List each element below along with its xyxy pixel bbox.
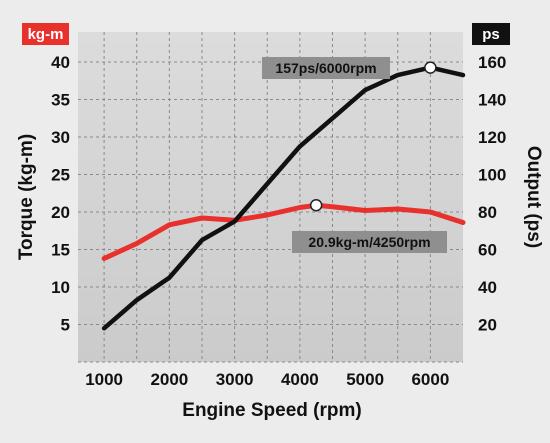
left-tick-labels: 5 10 15 20 25 30 35 40 xyxy=(51,53,70,335)
unit-label-left: kg-m xyxy=(28,26,64,43)
output-line xyxy=(101,65,466,331)
x-tick-label: 1000 xyxy=(85,370,123,389)
unit-label-right: ps xyxy=(482,26,500,43)
torque-line xyxy=(101,202,466,261)
right-tick-label: 120 xyxy=(478,128,506,147)
torque-annotation-box xyxy=(292,231,447,253)
x-tick-label: 5000 xyxy=(346,370,384,389)
left-tick-label: 5 xyxy=(61,316,70,335)
x-axis-title: Engine Speed (rpm) xyxy=(182,400,361,421)
output-annotation-label: 157ps/6000rpm xyxy=(275,60,376,76)
y-axis-title-left: Torque (kg-m) xyxy=(16,134,37,260)
right-tick-label: 20 xyxy=(478,316,497,335)
x-tick-labels: 1000 2000 3000 4000 5000 6000 xyxy=(85,370,449,389)
output-annotation-box xyxy=(262,57,390,79)
unit-badge-left: kg-m xyxy=(22,23,69,45)
x-tick-label: 6000 xyxy=(411,370,449,389)
y-axis-title-right: Output (ps) xyxy=(523,146,544,248)
left-tick-label: 20 xyxy=(51,203,70,222)
right-tick-label: 80 xyxy=(478,203,497,222)
x-tick-label: 3000 xyxy=(216,370,254,389)
unit-badge-right: ps xyxy=(472,23,510,45)
unit-badge-left-bg xyxy=(22,23,69,45)
annotation-layer: 157ps/6000rpm 20.9kg-m/4250rpm xyxy=(262,57,447,253)
left-tick-label: 30 xyxy=(51,128,70,147)
unit-badge-right-bg xyxy=(472,23,510,45)
torque-annotation-label: 20.9kg-m/4250rpm xyxy=(308,234,430,250)
left-tick-label: 35 xyxy=(51,91,70,110)
right-tick-label: 60 xyxy=(478,241,497,260)
x-tick-label: 2000 xyxy=(150,370,188,389)
left-tick-label: 25 xyxy=(51,166,70,185)
right-tick-label: 160 xyxy=(478,53,506,72)
left-tick-label: 10 xyxy=(51,278,70,297)
plot-area xyxy=(78,32,463,362)
left-tick-label: 15 xyxy=(51,241,70,260)
right-tick-label: 40 xyxy=(478,278,497,297)
right-tick-labels: 20 40 60 80 100 120 140 160 xyxy=(478,53,506,335)
torque-peak-marker xyxy=(309,199,323,212)
left-tick-label: 40 xyxy=(51,53,70,72)
series-layer xyxy=(101,65,466,331)
right-tick-label: 100 xyxy=(478,166,506,185)
x-tick-label: 4000 xyxy=(281,370,319,389)
right-tick-label: 140 xyxy=(478,91,506,110)
output-peak-marker xyxy=(424,61,437,74)
